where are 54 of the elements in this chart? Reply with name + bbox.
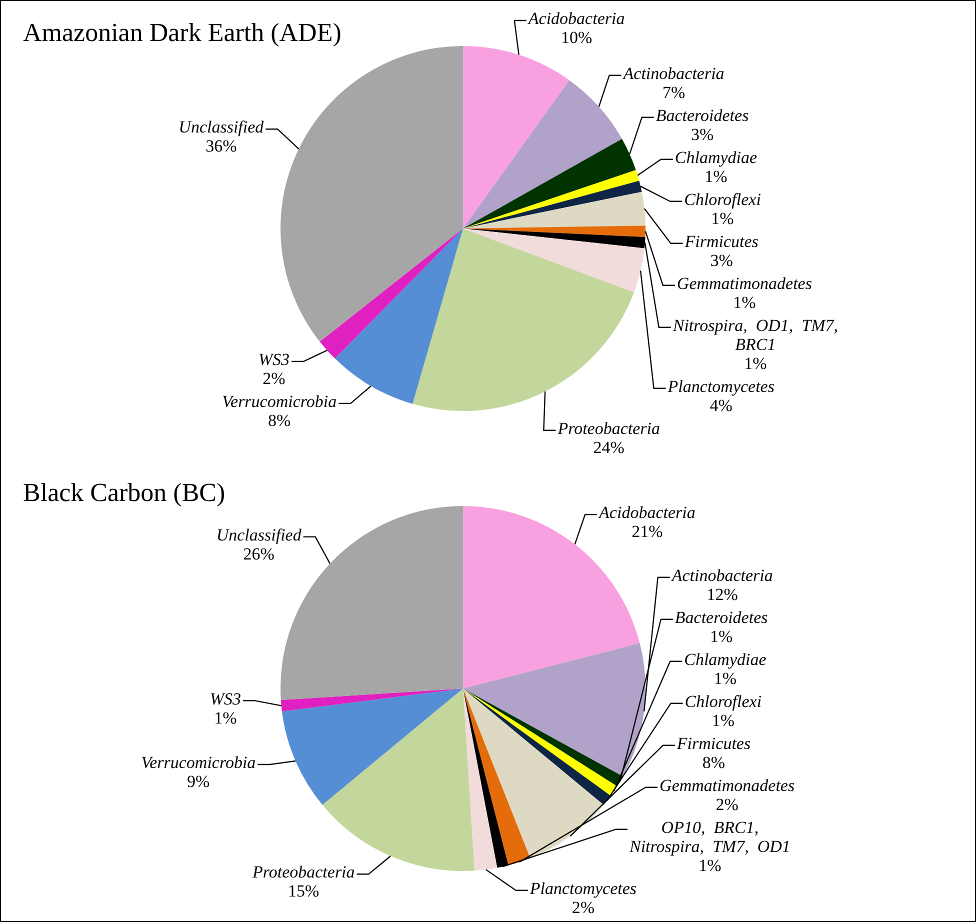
data-label: 1%	[214, 708, 237, 728]
slice-label: Planctomycetes	[528, 879, 637, 898]
slice-label: Acidobacteria	[598, 503, 696, 522]
data-label: 9%	[187, 772, 210, 792]
slice-label: Verrucomicrobia	[141, 753, 256, 772]
data-label: 1%	[711, 209, 734, 228]
data-label: 2%	[716, 795, 738, 814]
data-label: 1%	[744, 354, 767, 373]
chart-title: Black Carbon (BC)	[23, 478, 226, 507]
data-label: 1%	[704, 167, 728, 186]
slice-label: Acidobacteria	[527, 9, 625, 28]
data-label: 36%	[206, 136, 237, 156]
data-label: 1%	[714, 669, 737, 688]
slice-label: Unclassified	[216, 525, 302, 544]
data-label: 8%	[702, 753, 726, 772]
data-label: 21%	[632, 522, 663, 542]
data-label: 26%	[243, 544, 274, 564]
slice-label: Chloroflexi	[684, 692, 762, 711]
slice-label: Unclassified	[178, 118, 264, 137]
data-label: 1%	[698, 856, 722, 875]
slice-label: Bacteroidetes	[656, 106, 750, 125]
data-label: 2%	[262, 369, 286, 388]
data-label: 3%	[690, 125, 714, 144]
slice-label: Chloroflexi	[684, 190, 762, 209]
data-label: 8%	[268, 411, 291, 430]
slice-label: Gemmatimonadetes	[676, 274, 812, 293]
data-label: 4%	[710, 396, 732, 415]
slice-label: Firmicutes	[676, 734, 751, 753]
data-label: 1%	[733, 293, 756, 312]
slice-label: Actinobacteria	[670, 566, 773, 585]
data-label: 1%	[710, 627, 733, 646]
chart-title: Amazonian Dark Earth (ADE)	[23, 18, 342, 47]
slice-label: Actinobacteria	[622, 64, 724, 83]
data-label: 12%	[706, 585, 738, 604]
slice-label: WS3	[258, 350, 290, 370]
slice-label: Gemmatimonadetes	[660, 776, 795, 795]
data-label: 24%	[593, 438, 624, 457]
data-label: 10%	[560, 28, 592, 48]
slice-label: OP10, BRC1, Nitrospira, TM7, OD1	[628, 818, 790, 856]
data-label: 1%	[712, 711, 734, 730]
slice-label: Planctomycetes	[666, 377, 775, 396]
slice-label: Firmicutes	[684, 232, 759, 251]
slice-label: Proteobacteria	[251, 862, 355, 882]
slice-label: Proteobacteria	[556, 419, 660, 438]
slice-label: Nitrospira, OD1, TM7, BRC1	[672, 316, 838, 354]
data-label: 2%	[572, 898, 595, 917]
slice-label: Verrucomicrobia	[222, 392, 337, 412]
data-label: 3%	[710, 251, 733, 270]
slice-label: WS3	[210, 689, 242, 708]
slice-label: Chlamydiae	[674, 148, 758, 167]
data-label: 15%	[288, 882, 320, 901]
slice-label: Chlamydiae	[684, 650, 767, 669]
data-label: 7%	[662, 83, 686, 102]
slice-label: Bacteroidetes	[674, 608, 768, 627]
